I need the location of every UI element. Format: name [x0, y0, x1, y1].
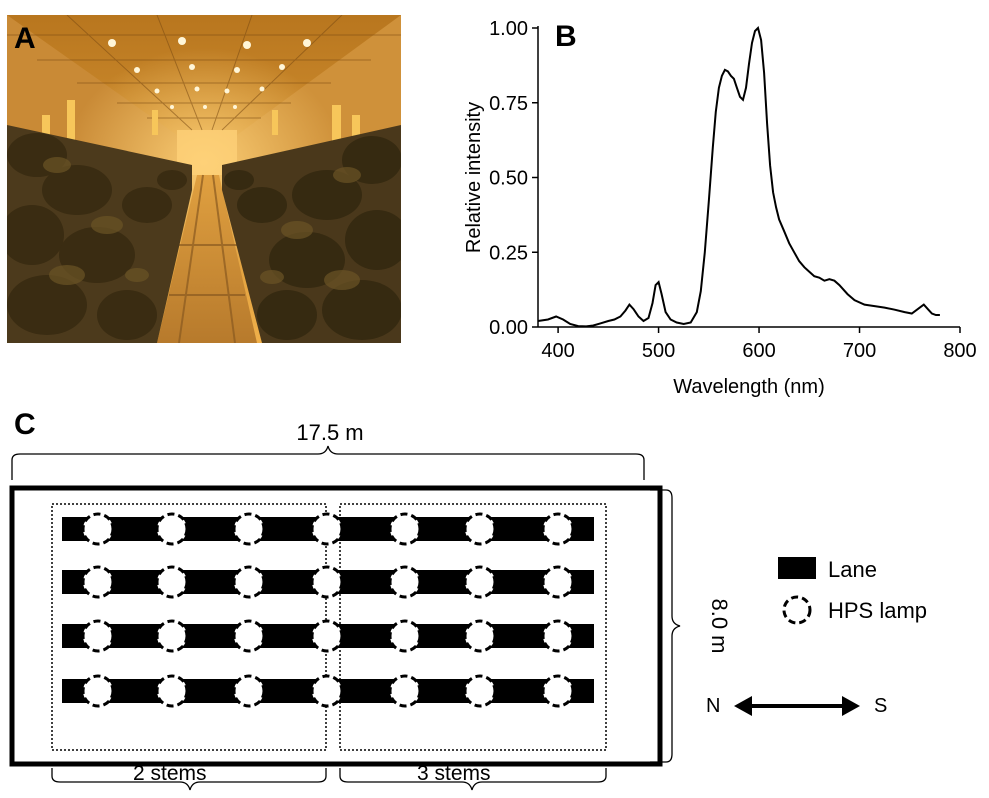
- hps-lamp: [232, 674, 266, 708]
- width-label: 17.5 m: [296, 420, 363, 445]
- hps-lamp: [232, 565, 266, 599]
- panel-label-c: C: [14, 408, 36, 441]
- panel-label-b: B: [555, 20, 577, 53]
- hps-lamp: [232, 619, 266, 653]
- spectrum-line: [537, 26, 940, 328]
- panel-label-a: A: [14, 22, 36, 55]
- hps-lamp: [155, 565, 189, 599]
- hps-lamp: [541, 512, 575, 546]
- legend-lamp-symbol: [782, 595, 812, 625]
- hps-lamp: [463, 674, 497, 708]
- legend-lane-swatch: [778, 557, 816, 579]
- y-axis-label: Relative intensity: [463, 102, 485, 253]
- hps-lamp: [81, 565, 115, 599]
- hps-lamp: [81, 674, 115, 708]
- y-axis: 0.00 0.25 0.50 0.75 1.00: [489, 18, 538, 339]
- hps-lamp: [155, 674, 189, 708]
- height-bracket: [650, 489, 681, 763]
- section-label-3-stems: 3 stems: [417, 762, 491, 785]
- compartment-outline: [9, 485, 663, 767]
- hps-lamp: [463, 565, 497, 599]
- width-bracket: [11, 445, 645, 480]
- spectrum-chart: 0.00 0.25 0.50 0.75 1.00 400 500 600 700 800 Wav…: [463, 18, 977, 398]
- double-arrow-icon: [734, 696, 860, 716]
- hps-lamp: [310, 674, 344, 708]
- x-tick-label: 600: [742, 340, 775, 362]
- hps-lamp: [81, 619, 115, 653]
- x-tick-label: 700: [843, 340, 876, 362]
- x-tick-label: 800: [943, 340, 976, 362]
- x-axis-label: Wavelength (nm): [673, 376, 825, 398]
- height-label: 8.0 m: [707, 598, 732, 653]
- hps-lamp: [155, 512, 189, 546]
- y-tick-label: 0.50: [489, 168, 528, 190]
- hps-lamp: [388, 512, 422, 546]
- hps-lamp: [388, 619, 422, 653]
- hps-lamp: [310, 619, 344, 653]
- section-label-2-stems: 2 stems: [133, 762, 207, 785]
- hps-lamp: [541, 565, 575, 599]
- x-axis: 400 500 600 700 800: [541, 327, 977, 362]
- hps-lamp: [388, 674, 422, 708]
- brace-3-stems: [339, 768, 607, 791]
- compass-south-label: S: [874, 695, 887, 717]
- hps-lamp: [310, 565, 344, 599]
- y-tick-label: 0.00: [489, 317, 528, 339]
- brace-2-stems: [51, 768, 327, 791]
- y-tick-label: 1.00: [489, 18, 528, 40]
- x-tick-label: 500: [642, 340, 675, 362]
- hps-lamp: [541, 619, 575, 653]
- x-tick-label: 400: [541, 340, 574, 362]
- legend-lane-label: Lane: [828, 557, 877, 582]
- hps-lamp: [463, 619, 497, 653]
- greenhouse-layout-diagram: 17.5 m 8.0 m Lane HPS lamp N S: [9, 420, 927, 791]
- hps-lamp: [463, 512, 497, 546]
- legend-lamp-label: HPS lamp: [828, 598, 927, 623]
- hps-lamp: [155, 619, 189, 653]
- hps-lamp: [232, 512, 266, 546]
- y-tick-label: 0.25: [489, 242, 528, 264]
- hps-lamp: [81, 512, 115, 546]
- hps-lamp: [388, 565, 422, 599]
- y-tick-label: 0.75: [489, 93, 528, 115]
- hps-lamp: [310, 512, 344, 546]
- greenhouse-photo: [7, 15, 401, 343]
- greenhouse-photo-illustration: [7, 15, 401, 343]
- hps-lamps: [81, 512, 575, 708]
- hps-lamp: [541, 674, 575, 708]
- compass-north-label: N: [706, 695, 720, 717]
